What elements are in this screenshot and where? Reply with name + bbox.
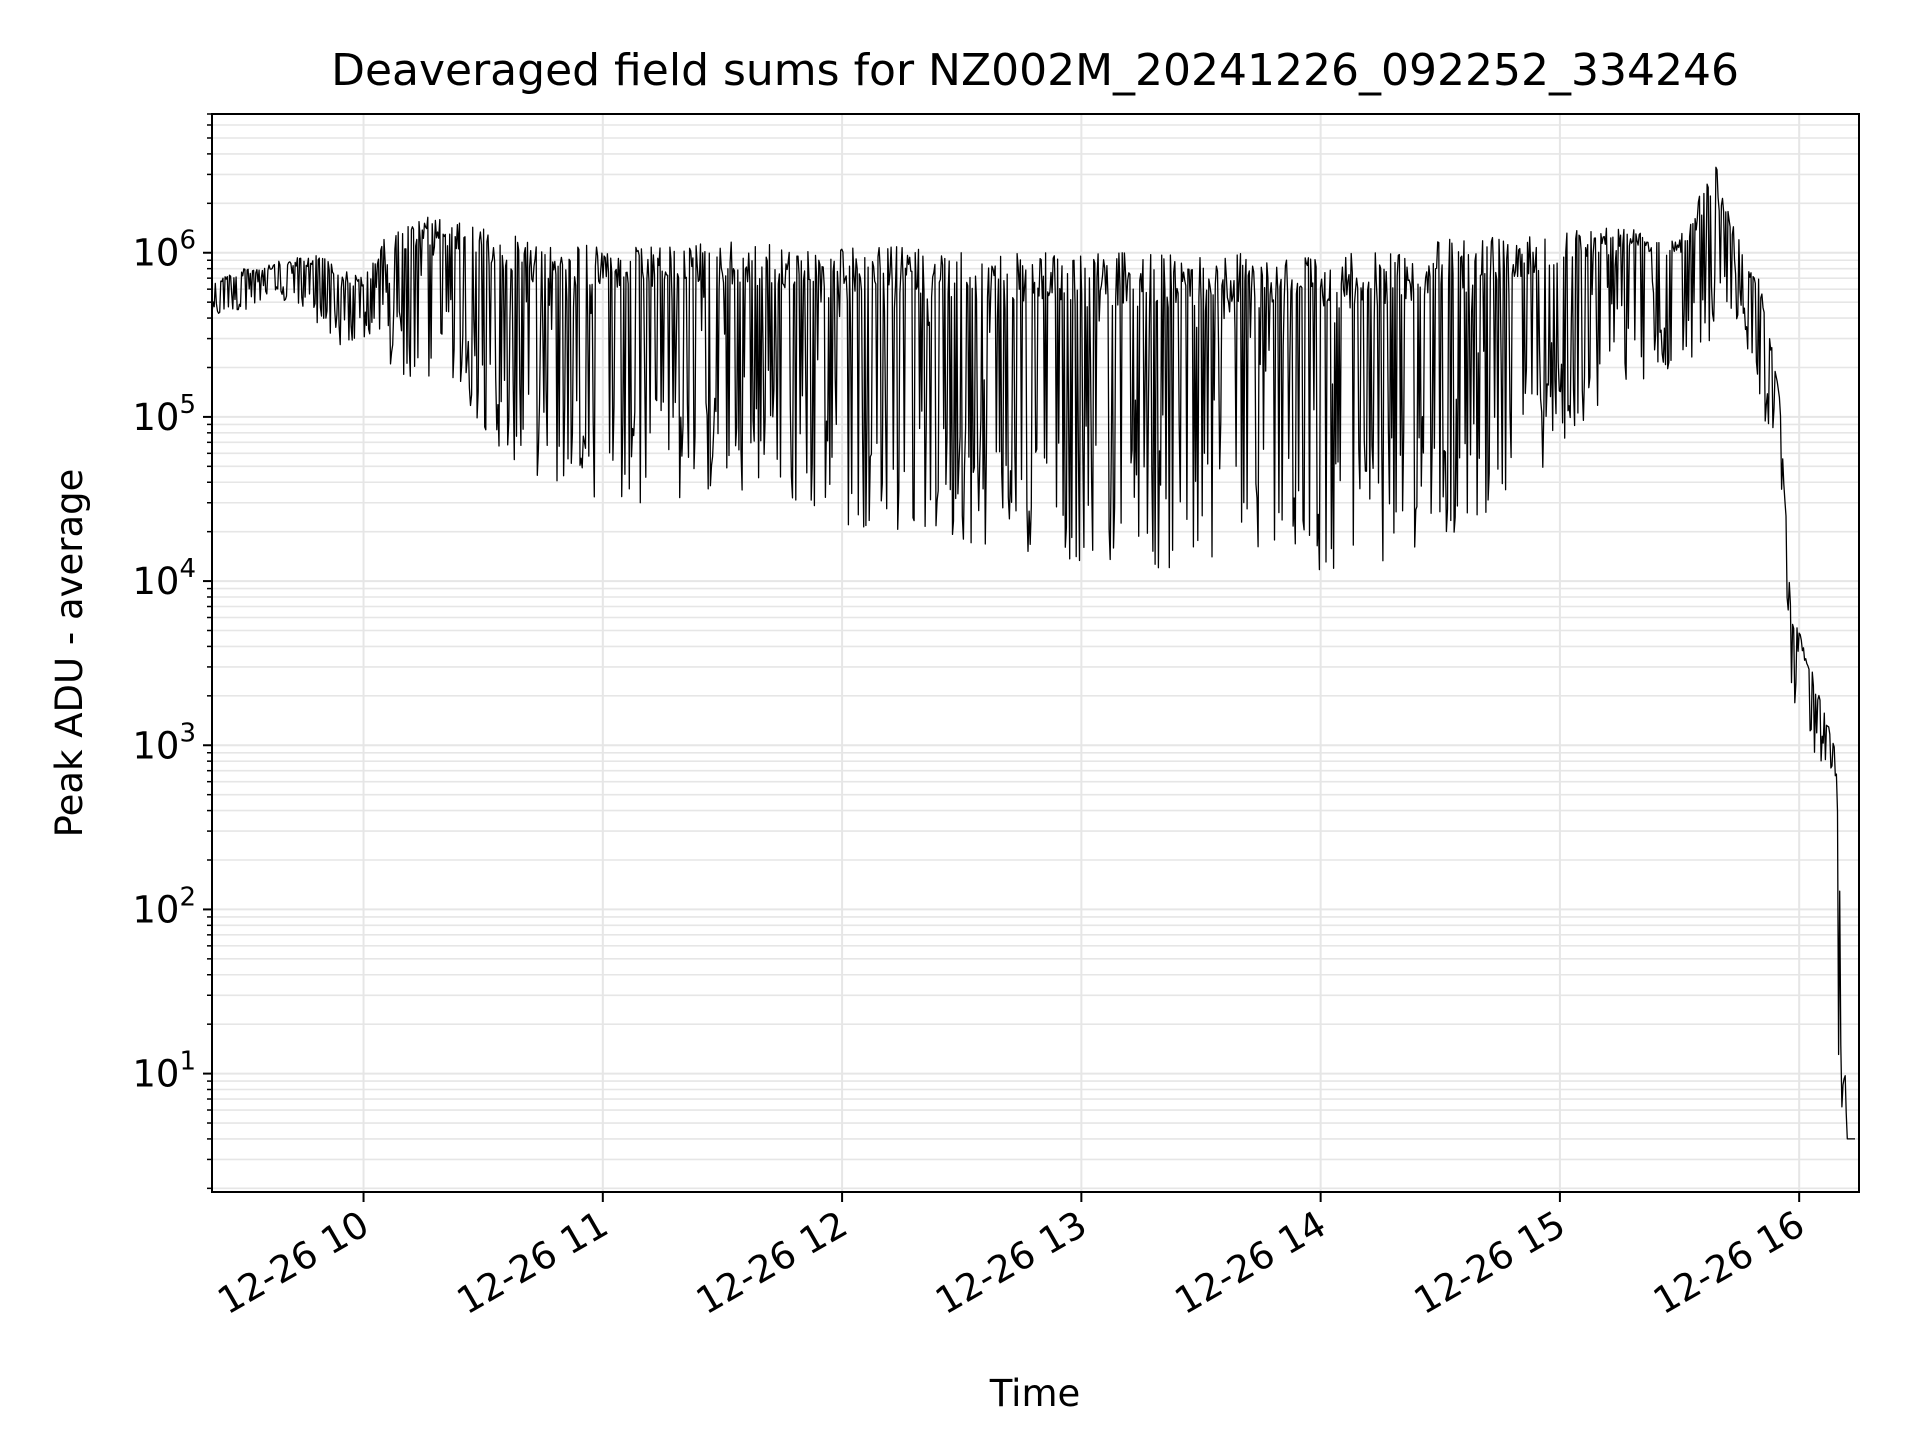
data-line	[211, 166, 1855, 1140]
y-tick-label: 102	[132, 882, 196, 931]
y-tick-label-base: 10	[132, 724, 179, 767]
y-tick-label-base: 10	[132, 888, 179, 931]
data-series	[211, 166, 1855, 1140]
y-tick-label: 103	[132, 718, 196, 767]
y-tick-label-base: 10	[132, 232, 179, 275]
y-tick-label-exponent: 3	[179, 718, 196, 748]
y-tick-label-exponent: 4	[179, 554, 196, 584]
y-tick-label: 105	[132, 390, 196, 439]
x-axis-label: Time	[989, 1372, 1081, 1415]
y-tick-label-exponent: 5	[179, 390, 196, 420]
chart-title: Deaveraged field sums for NZ002M_2024122…	[331, 45, 1739, 96]
y-axis-label: Peak ADU - average	[48, 469, 91, 838]
plot-frame	[211, 113, 1860, 1193]
y-tick-label-exponent: 2	[179, 882, 196, 912]
y-tick-label-base: 10	[132, 1053, 179, 1096]
y-tick-label-base: 10	[132, 560, 179, 603]
y-tick-label: 101	[132, 1047, 196, 1096]
y-tick-label-exponent: 1	[179, 1047, 196, 1077]
y-tick-label: 104	[132, 554, 196, 603]
y-tick-label-exponent: 6	[179, 226, 196, 256]
y-tick-label-base: 10	[132, 396, 179, 439]
y-tick-label: 106	[132, 226, 196, 275]
